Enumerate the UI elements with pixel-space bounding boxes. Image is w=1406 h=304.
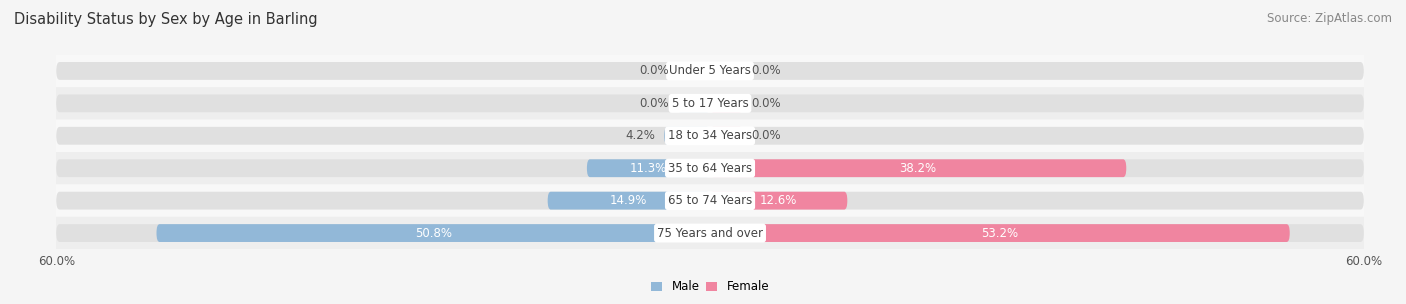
FancyBboxPatch shape — [548, 192, 710, 209]
Text: 53.2%: 53.2% — [981, 226, 1018, 240]
FancyBboxPatch shape — [35, 185, 1385, 217]
FancyBboxPatch shape — [35, 152, 1385, 185]
Text: 12.6%: 12.6% — [761, 194, 797, 207]
Text: 4.2%: 4.2% — [626, 129, 655, 142]
Text: 0.0%: 0.0% — [751, 129, 782, 142]
FancyBboxPatch shape — [710, 224, 1289, 242]
Legend: Male, Female: Male, Female — [645, 275, 775, 298]
Text: 18 to 34 Years: 18 to 34 Years — [668, 129, 752, 142]
FancyBboxPatch shape — [710, 62, 742, 80]
FancyBboxPatch shape — [664, 127, 710, 145]
Text: 65 to 74 Years: 65 to 74 Years — [668, 194, 752, 207]
Text: 0.0%: 0.0% — [638, 97, 669, 110]
FancyBboxPatch shape — [35, 119, 1385, 152]
FancyBboxPatch shape — [678, 62, 710, 80]
FancyBboxPatch shape — [710, 127, 742, 145]
Text: 0.0%: 0.0% — [751, 64, 782, 78]
Text: 50.8%: 50.8% — [415, 226, 451, 240]
Text: 75 Years and over: 75 Years and over — [657, 226, 763, 240]
Text: Disability Status by Sex by Age in Barling: Disability Status by Sex by Age in Barli… — [14, 12, 318, 27]
FancyBboxPatch shape — [35, 55, 1385, 87]
Text: 0.0%: 0.0% — [638, 64, 669, 78]
FancyBboxPatch shape — [586, 159, 710, 177]
Text: 38.2%: 38.2% — [900, 162, 936, 175]
FancyBboxPatch shape — [56, 192, 1364, 209]
FancyBboxPatch shape — [156, 224, 710, 242]
FancyBboxPatch shape — [56, 62, 1364, 80]
FancyBboxPatch shape — [56, 224, 1364, 242]
FancyBboxPatch shape — [56, 127, 1364, 145]
Text: 11.3%: 11.3% — [630, 162, 666, 175]
Text: 14.9%: 14.9% — [610, 194, 648, 207]
FancyBboxPatch shape — [56, 159, 1364, 177]
FancyBboxPatch shape — [710, 192, 848, 209]
FancyBboxPatch shape — [35, 87, 1385, 119]
FancyBboxPatch shape — [678, 95, 710, 112]
Text: 5 to 17 Years: 5 to 17 Years — [672, 97, 748, 110]
FancyBboxPatch shape — [56, 95, 1364, 112]
Text: 35 to 64 Years: 35 to 64 Years — [668, 162, 752, 175]
Text: Source: ZipAtlas.com: Source: ZipAtlas.com — [1267, 12, 1392, 25]
FancyBboxPatch shape — [710, 95, 742, 112]
Text: Under 5 Years: Under 5 Years — [669, 64, 751, 78]
FancyBboxPatch shape — [35, 217, 1385, 249]
FancyBboxPatch shape — [710, 159, 1126, 177]
Text: 0.0%: 0.0% — [751, 97, 782, 110]
